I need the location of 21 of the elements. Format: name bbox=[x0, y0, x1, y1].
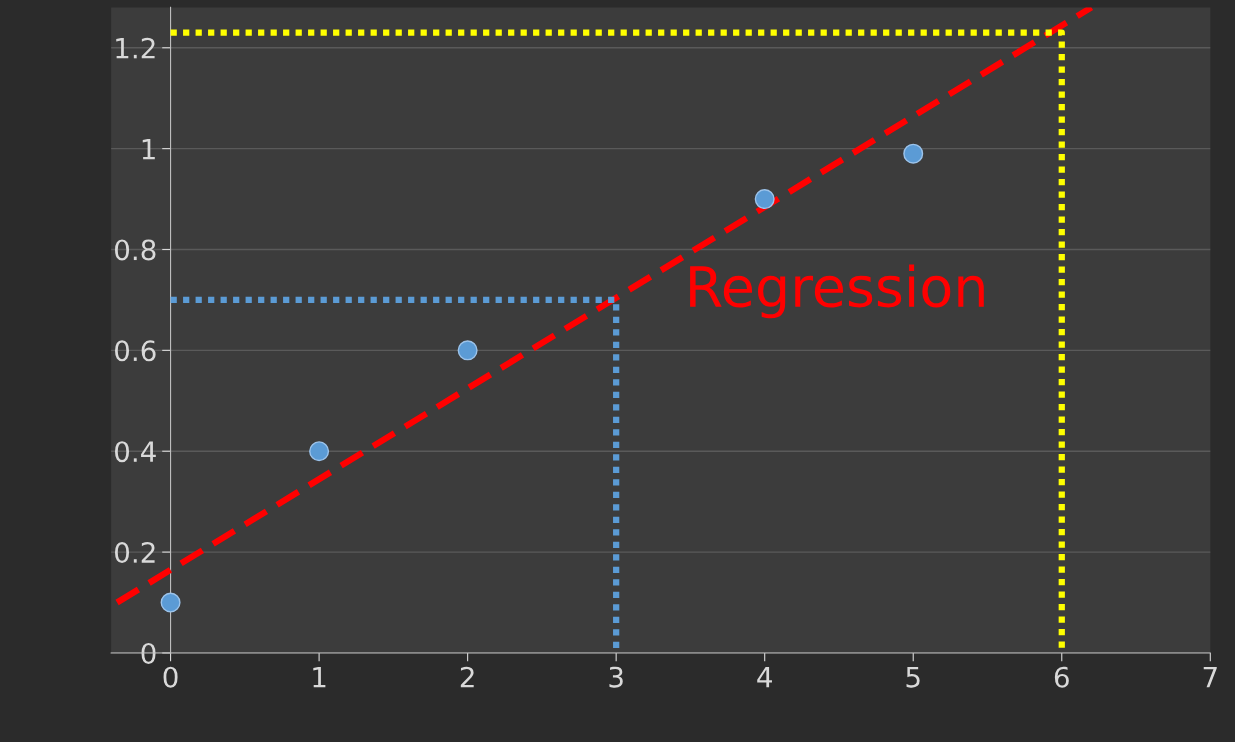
x-tick-label: 6 bbox=[1054, 666, 1069, 688]
y-tick-label: 0.8 bbox=[115, 239, 156, 261]
y-tick-label: 0.2 bbox=[115, 542, 155, 564]
y-tick-label: 0 bbox=[141, 642, 156, 664]
x-tick-label: 2 bbox=[460, 666, 474, 688]
y-tick-label: 1 bbox=[142, 138, 155, 160]
x-tick-label: 4 bbox=[757, 667, 772, 688]
point bbox=[754, 189, 775, 210]
y-tick-label: 0.4 bbox=[115, 441, 156, 463]
y-tick-label: 1.2 bbox=[116, 37, 155, 59]
x-tick-label: 1 bbox=[313, 667, 326, 688]
y-tick-label: 0.6 bbox=[115, 340, 156, 362]
point bbox=[903, 143, 924, 164]
x-tick-label: 0 bbox=[163, 666, 178, 688]
point bbox=[309, 441, 330, 462]
point bbox=[457, 340, 478, 361]
annotation: Regression bbox=[690, 264, 984, 319]
x-tick-label: 5 bbox=[906, 667, 920, 688]
x-tick-label: 7 bbox=[1203, 667, 1217, 688]
point bbox=[160, 592, 181, 613]
x-tick-label: 3 bbox=[609, 666, 623, 688]
